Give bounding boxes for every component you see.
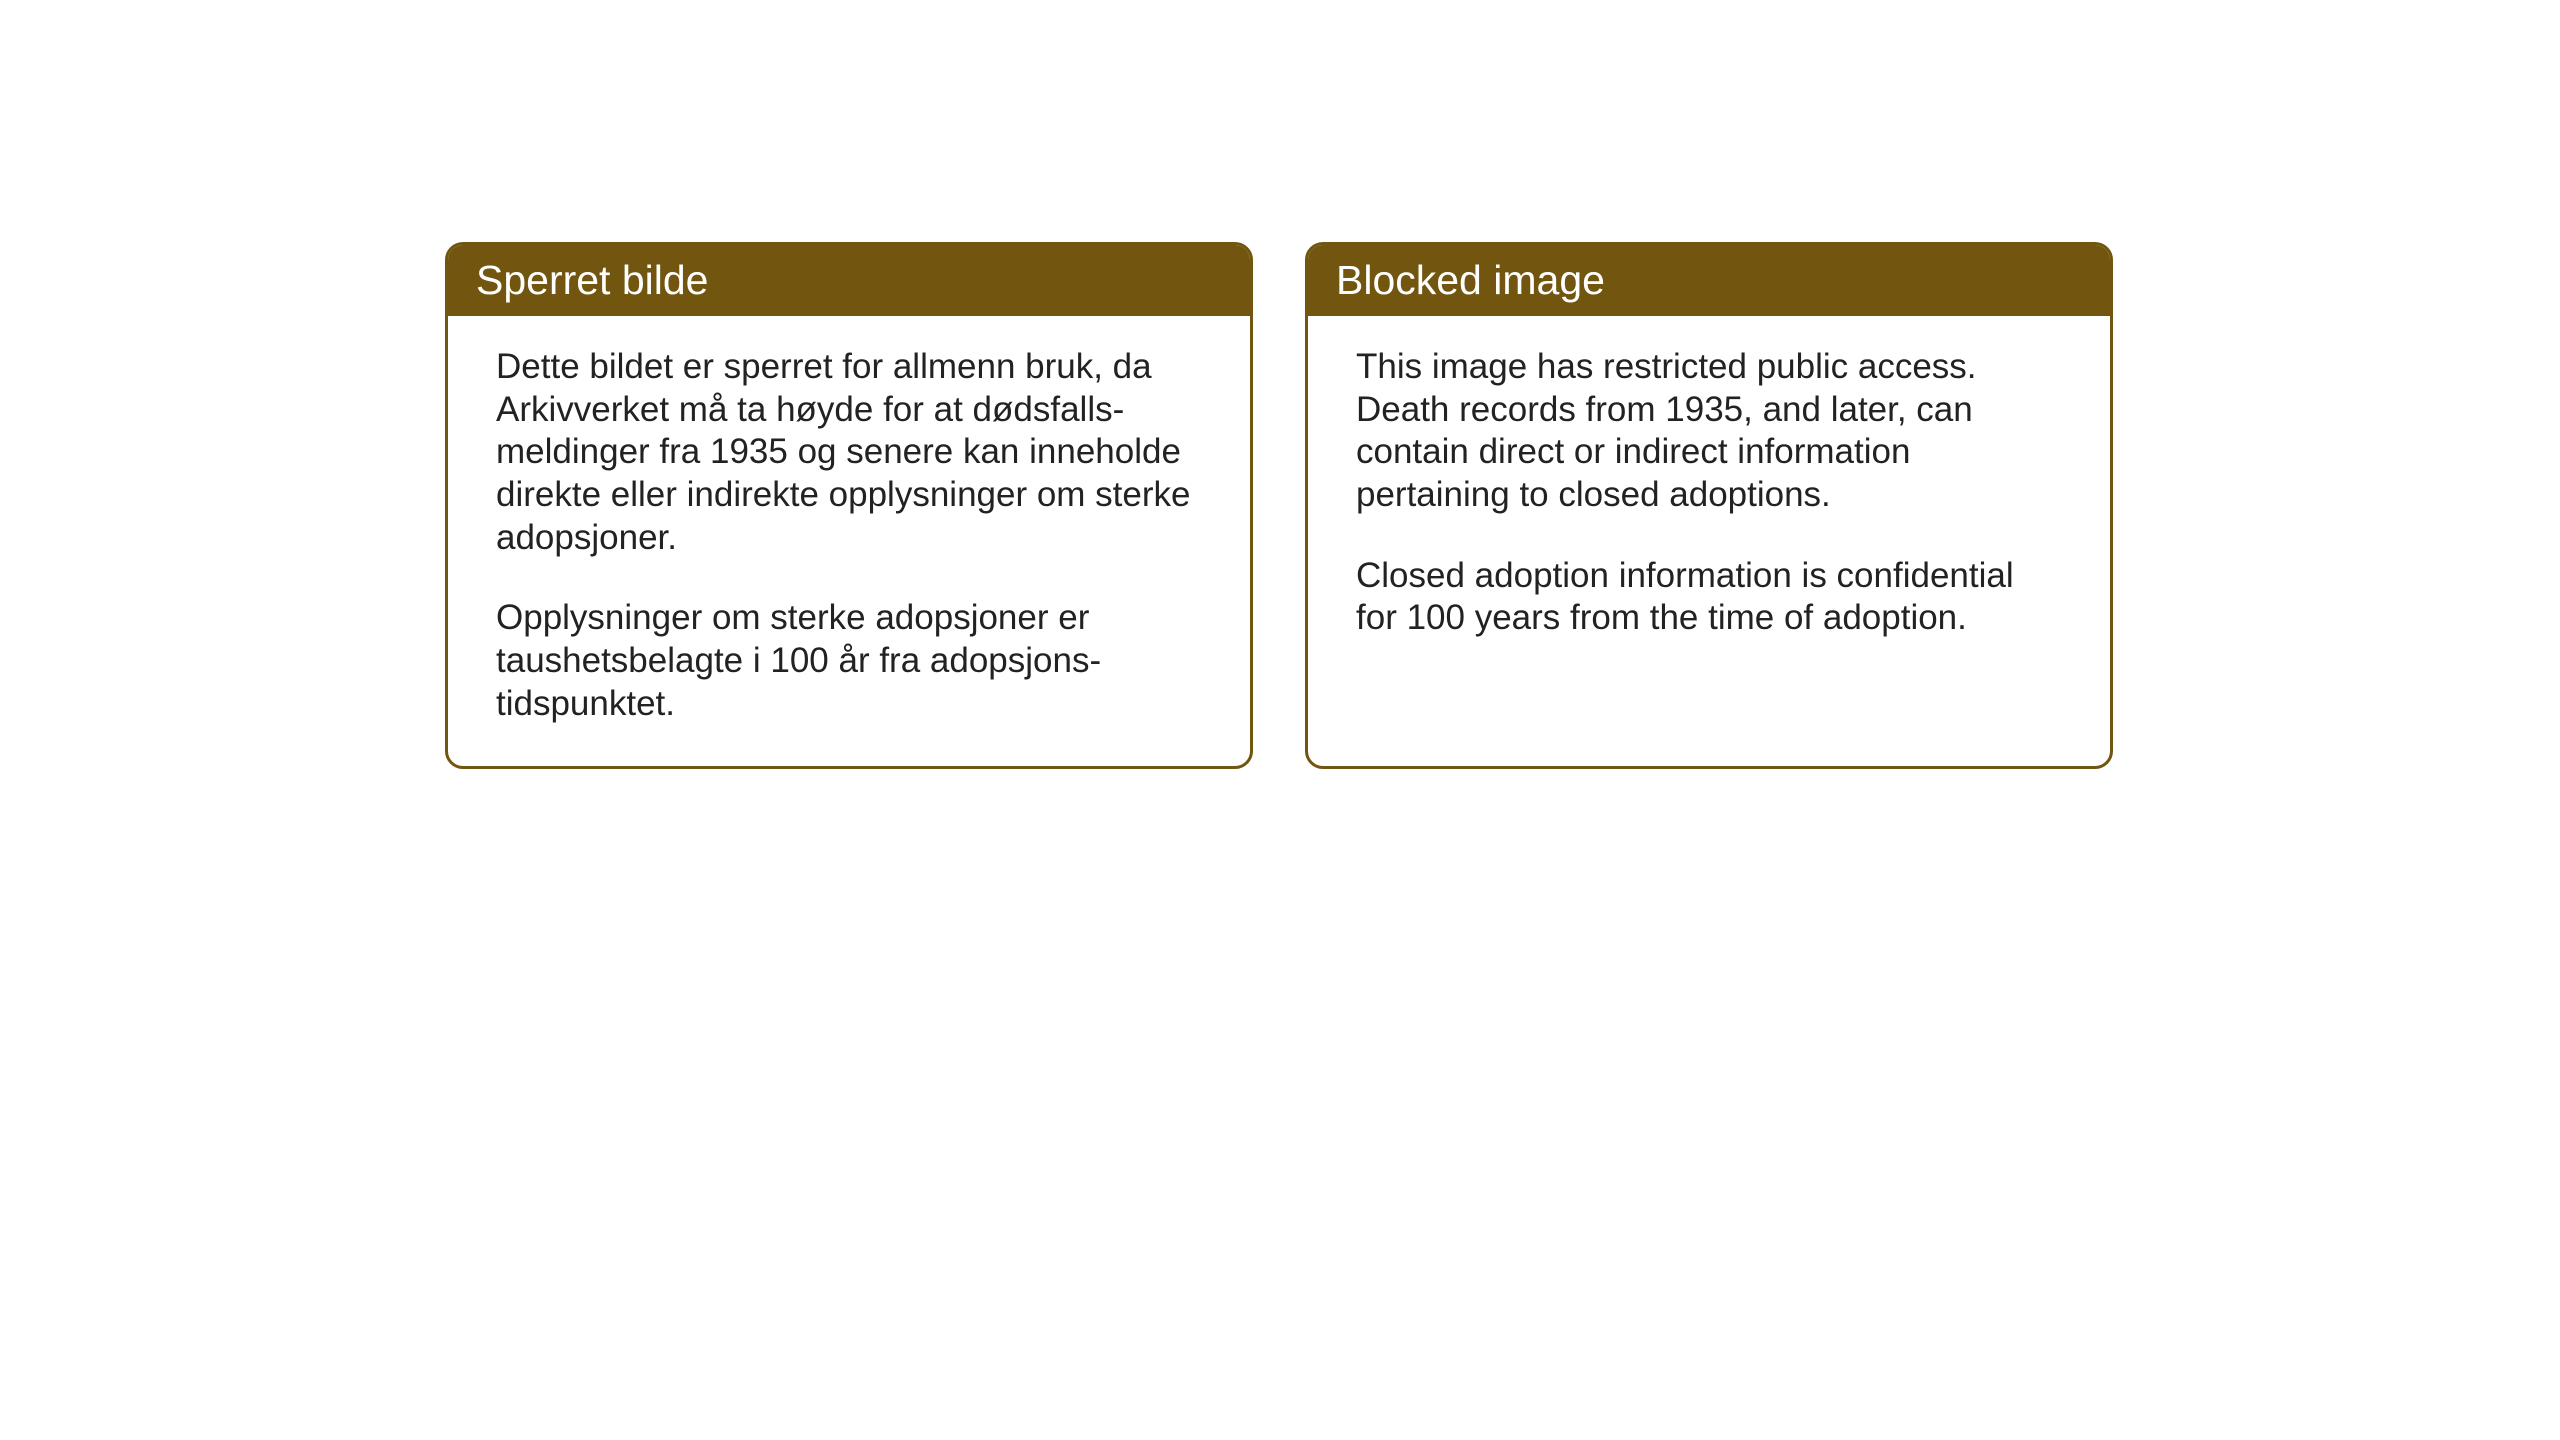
norwegian-notice-card: Sperret bilde Dette bildet er sperret fo… bbox=[445, 242, 1253, 769]
english-card-title: Blocked image bbox=[1308, 245, 2110, 316]
english-notice-card: Blocked image This image has restricted … bbox=[1305, 242, 2113, 769]
norwegian-paragraph-2: Opplysninger om sterke adopsjoner er tau… bbox=[496, 597, 1202, 725]
norwegian-card-title: Sperret bilde bbox=[448, 245, 1250, 316]
english-paragraph-2: Closed adoption information is confident… bbox=[1356, 555, 2062, 640]
english-card-body: This image has restricted public access.… bbox=[1308, 316, 2110, 680]
norwegian-card-body: Dette bildet er sperret for allmenn bruk… bbox=[448, 316, 1250, 766]
english-paragraph-1: This image has restricted public access.… bbox=[1356, 346, 2062, 517]
notice-container: Sperret bilde Dette bildet er sperret fo… bbox=[445, 242, 2113, 769]
norwegian-paragraph-1: Dette bildet er sperret for allmenn bruk… bbox=[496, 346, 1202, 559]
